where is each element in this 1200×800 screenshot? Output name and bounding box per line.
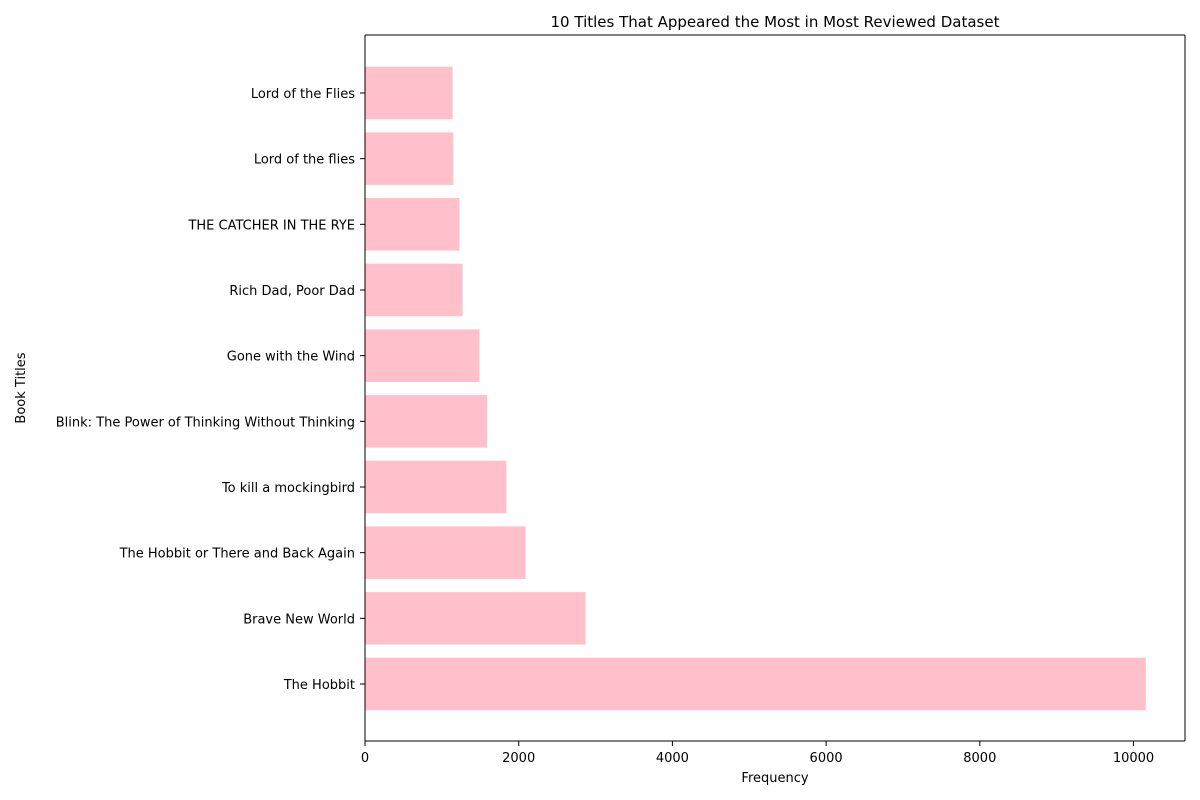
- y-tick-label: Blink: The Power of Thinking Without Thi…: [56, 415, 355, 430]
- y-tick-label: The Hobbit or There and Back Again: [119, 547, 355, 562]
- x-tick-label: 2000: [502, 751, 535, 766]
- bar: [365, 263, 463, 317]
- y-axis-ticks: The Hobbit Brave New World The Hobbit or T…: [56, 87, 365, 693]
- y-tick-label: Gone with the Wind: [227, 350, 355, 365]
- x-axis-label: Frequency: [741, 771, 808, 786]
- bar: [365, 526, 526, 579]
- bars-layer: [365, 66, 1146, 711]
- x-tick-label: 6000: [810, 751, 843, 766]
- bar: [365, 592, 586, 645]
- bar: [365, 657, 1146, 711]
- bar: [365, 395, 488, 448]
- y-tick-label: Brave New World: [243, 612, 355, 627]
- x-tick-label: 8000: [963, 751, 996, 766]
- y-tick-label: THE CATCHER IN THE RYE: [187, 218, 355, 233]
- bar: [365, 198, 460, 251]
- bar: [365, 460, 507, 514]
- bar: [365, 66, 453, 120]
- x-axis-ticks: 0 2000 4000 6000 8000 10000: [361, 741, 1154, 766]
- bar: [365, 329, 480, 382]
- y-tick-label: Rich Dad, Poor Dad: [229, 284, 355, 299]
- x-tick-label: 4000: [656, 751, 689, 766]
- bar: [365, 132, 454, 185]
- y-tick-label: Lord of the Flies: [251, 87, 355, 102]
- y-tick-label: To kill a mockingbird: [221, 481, 355, 496]
- chart-title: 10 Titles That Appeared the Most in Most…: [551, 13, 1000, 31]
- x-tick-label: 10000: [1113, 751, 1154, 766]
- y-tick-label: Lord of the flies: [254, 153, 355, 168]
- y-tick-label: The Hobbit: [283, 678, 355, 693]
- x-tick-label: 0: [361, 751, 369, 766]
- y-axis-label: Book Titles: [14, 352, 29, 423]
